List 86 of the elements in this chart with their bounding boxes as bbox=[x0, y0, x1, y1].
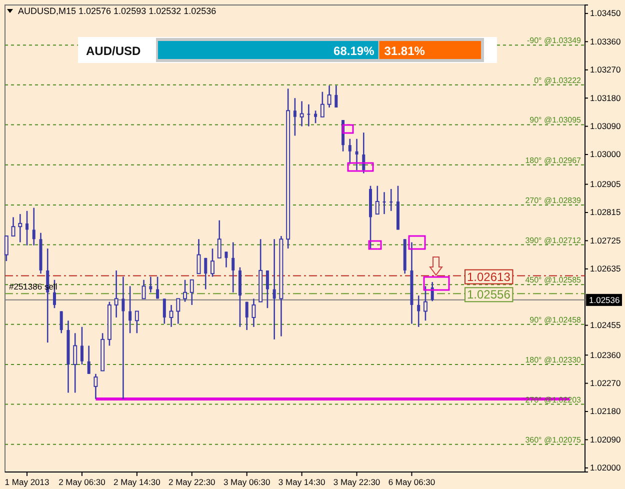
ref-line-label: 0° @1.03222 bbox=[534, 76, 582, 85]
candlestick bbox=[60, 310, 63, 334]
candlestick bbox=[196, 238, 201, 274]
y-tick-label: 1.02905 bbox=[590, 179, 621, 189]
candlestick bbox=[320, 91, 324, 118]
candlestick bbox=[162, 298, 166, 324]
y-tick-label: 1.03270 bbox=[590, 64, 621, 75]
x-tick-label: 2 May 06:30 bbox=[58, 477, 106, 487]
candlestick bbox=[423, 285, 428, 322]
y-tick-label: 1.03360 bbox=[590, 36, 621, 46]
candlestick bbox=[114, 270, 118, 318]
ref-line-label: 450° @1.02585 bbox=[525, 276, 582, 285]
candlestick bbox=[32, 207, 36, 246]
ref-line-label: 1.02536 bbox=[589, 294, 620, 305]
y-tick-label: 1.03450 bbox=[590, 8, 621, 18]
x-tick-label: 2 May 22:30 bbox=[168, 477, 216, 487]
ref-line-label: 270° @1.02839 bbox=[525, 196, 582, 205]
y-tick-label: 1.03090 bbox=[590, 121, 621, 132]
candlestick bbox=[307, 104, 310, 127]
candlestick bbox=[327, 84, 332, 108]
candlestick bbox=[11, 216, 16, 237]
candlestick bbox=[300, 100, 304, 127]
candlestick bbox=[390, 188, 393, 212]
y-tick-label: 1.03180 bbox=[590, 92, 621, 103]
candlestick bbox=[355, 138, 358, 171]
y-tick-label: 1.02090 bbox=[590, 434, 621, 444]
candlestick bbox=[293, 97, 296, 136]
x-tick-label: 1 May 2013 bbox=[4, 477, 50, 487]
ref-line-label: 360° @1.02075 bbox=[525, 435, 582, 444]
candlestick bbox=[314, 110, 318, 124]
ref-line-label: 1.02556 bbox=[467, 288, 511, 302]
candlestick bbox=[382, 191, 386, 215]
ref-line-label: -90° @1.03349 bbox=[526, 36, 582, 46]
ref-line-label: 180° @1.02330 bbox=[525, 355, 582, 364]
candlestick bbox=[128, 285, 132, 334]
candlestick bbox=[80, 326, 84, 366]
candlestick bbox=[18, 213, 22, 243]
candlestick bbox=[149, 276, 152, 294]
category-label: AUD/USD bbox=[86, 44, 141, 58]
candlestick bbox=[94, 373, 98, 400]
ref-line-label: 390° @1.02712 bbox=[525, 236, 582, 245]
candlestick bbox=[348, 138, 352, 165]
candlestick bbox=[204, 257, 208, 290]
data-label: 68.19% bbox=[334, 44, 375, 58]
candlestick bbox=[134, 310, 139, 334]
candlestick bbox=[142, 279, 146, 300]
candlestick bbox=[176, 298, 180, 324]
candlestick bbox=[334, 84, 338, 108]
candlestick bbox=[73, 332, 78, 394]
x-tick-label: 6 May 06:30 bbox=[388, 477, 436, 487]
y-tick-label: 1.02180 bbox=[590, 406, 621, 416]
y-tick-label: 1.02635 bbox=[590, 264, 621, 274]
candlestick bbox=[217, 220, 222, 259]
x-tick-label: 3 May 06:30 bbox=[223, 477, 271, 487]
candlestick bbox=[169, 304, 174, 328]
y-tick-label: 1.02455 bbox=[590, 320, 621, 330]
y-tick-label: 1.02000 bbox=[590, 462, 621, 473]
x-tick-label: 2 May 14:30 bbox=[114, 477, 161, 487]
candlestick bbox=[26, 210, 29, 246]
ref-line-label: 1.02613 bbox=[467, 270, 511, 284]
candlestick bbox=[232, 242, 235, 294]
x-tick-label: 3 May 22:30 bbox=[333, 477, 380, 487]
y-tick-label: 1.03000 bbox=[590, 149, 621, 160]
ref-line-label: 90° @1.02458 bbox=[530, 315, 582, 324]
candlestick bbox=[190, 279, 194, 306]
candlestick bbox=[87, 345, 90, 375]
data-label: 31.81% bbox=[384, 44, 426, 58]
y-tick-label: 1.02360 bbox=[590, 350, 621, 360]
y-tick-label: 1.02815 bbox=[590, 207, 621, 218]
y-tick-label: 1.02725 bbox=[590, 235, 621, 246]
candlestick bbox=[122, 276, 125, 400]
ref-line-label: 180° @1.02967 bbox=[525, 156, 582, 165]
candlestick bbox=[266, 270, 269, 309]
candlestick bbox=[224, 251, 228, 268]
candlestick bbox=[272, 238, 276, 340]
candlestick bbox=[183, 279, 188, 302]
candlestick bbox=[210, 248, 214, 278]
candlestick bbox=[245, 301, 248, 331]
chart-title: AUDUSD,M15 1.02576 1.02593 1.02532 1.02536 bbox=[18, 6, 216, 16]
ref-line-label: 90° @1.03095 bbox=[530, 116, 582, 125]
x-tick-label: 3 May 14:30 bbox=[278, 477, 326, 487]
candlestick bbox=[156, 276, 160, 300]
candlestick bbox=[252, 298, 256, 328]
candlestick bbox=[375, 185, 380, 215]
candlestick bbox=[417, 294, 420, 328]
y-tick-label: 1.02270 bbox=[590, 378, 621, 388]
